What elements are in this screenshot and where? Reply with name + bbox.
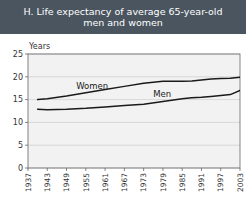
y-tick — [25, 99, 28, 100]
x-tick — [240, 168, 241, 171]
x-tick — [105, 168, 106, 171]
x-tick-label: 1961 — [101, 173, 110, 192]
x-tick — [182, 168, 183, 171]
y-tick — [25, 168, 28, 169]
x-tick-label: 1985 — [178, 173, 187, 192]
x-tick — [220, 168, 221, 171]
grid-line — [28, 122, 240, 123]
y-tick — [25, 145, 28, 146]
chart-root: H. Life expectancy of average 65-year-ol… — [0, 0, 246, 198]
grid-line — [28, 145, 240, 146]
x-tick — [143, 168, 144, 171]
title: H. Life expectancy of average 65-year-ol… — [23, 6, 222, 29]
x-tick-label: 1973 — [139, 173, 148, 192]
x-tick-label: 1955 — [82, 173, 91, 192]
x-tick — [47, 168, 48, 171]
x-tick — [28, 168, 29, 171]
x-tick-label: 1979 — [159, 173, 168, 192]
plot-area — [28, 54, 240, 168]
y-tick-label: 5 — [18, 141, 23, 150]
y-axis-label: Years — [28, 42, 50, 51]
x-tick-label: 1937 — [24, 173, 33, 192]
x-tick-label: 1991 — [197, 173, 206, 192]
y-tick-label: 0 — [18, 164, 23, 173]
x-tick-label: 2003 — [236, 173, 245, 192]
y-tick-label: 20 — [13, 73, 23, 82]
x-tick-label: 1949 — [62, 173, 71, 192]
x-tick — [124, 168, 125, 171]
y-tick — [25, 54, 28, 55]
y-tick — [25, 122, 28, 123]
series-line — [38, 90, 240, 109]
series-group — [38, 77, 240, 109]
line-label: Men — [153, 89, 171, 99]
grid-line — [28, 76, 240, 77]
x-tick — [85, 168, 86, 171]
y-tick-label: 15 — [13, 95, 23, 104]
title-line: men and women — [83, 17, 163, 28]
y-tick-label: 25 — [13, 50, 23, 59]
line-label: Women — [76, 81, 108, 91]
x-tick — [162, 168, 163, 171]
plot-frame — [28, 54, 240, 168]
title-line: H. Life expectancy of average 65-year-ol… — [23, 6, 222, 17]
y-tick — [25, 76, 28, 77]
x-tick-label: 1967 — [120, 173, 129, 192]
x-tick — [66, 168, 67, 171]
y-tick-label: 10 — [13, 118, 23, 127]
x-tick — [201, 168, 202, 171]
title-band — [0, 0, 246, 34]
x-tick-label: 1997 — [216, 173, 225, 192]
grid-line — [28, 99, 240, 100]
x-tick-label: 1943 — [43, 173, 52, 192]
chart: H. Life expectancy of average 65-year-ol… — [0, 0, 246, 198]
